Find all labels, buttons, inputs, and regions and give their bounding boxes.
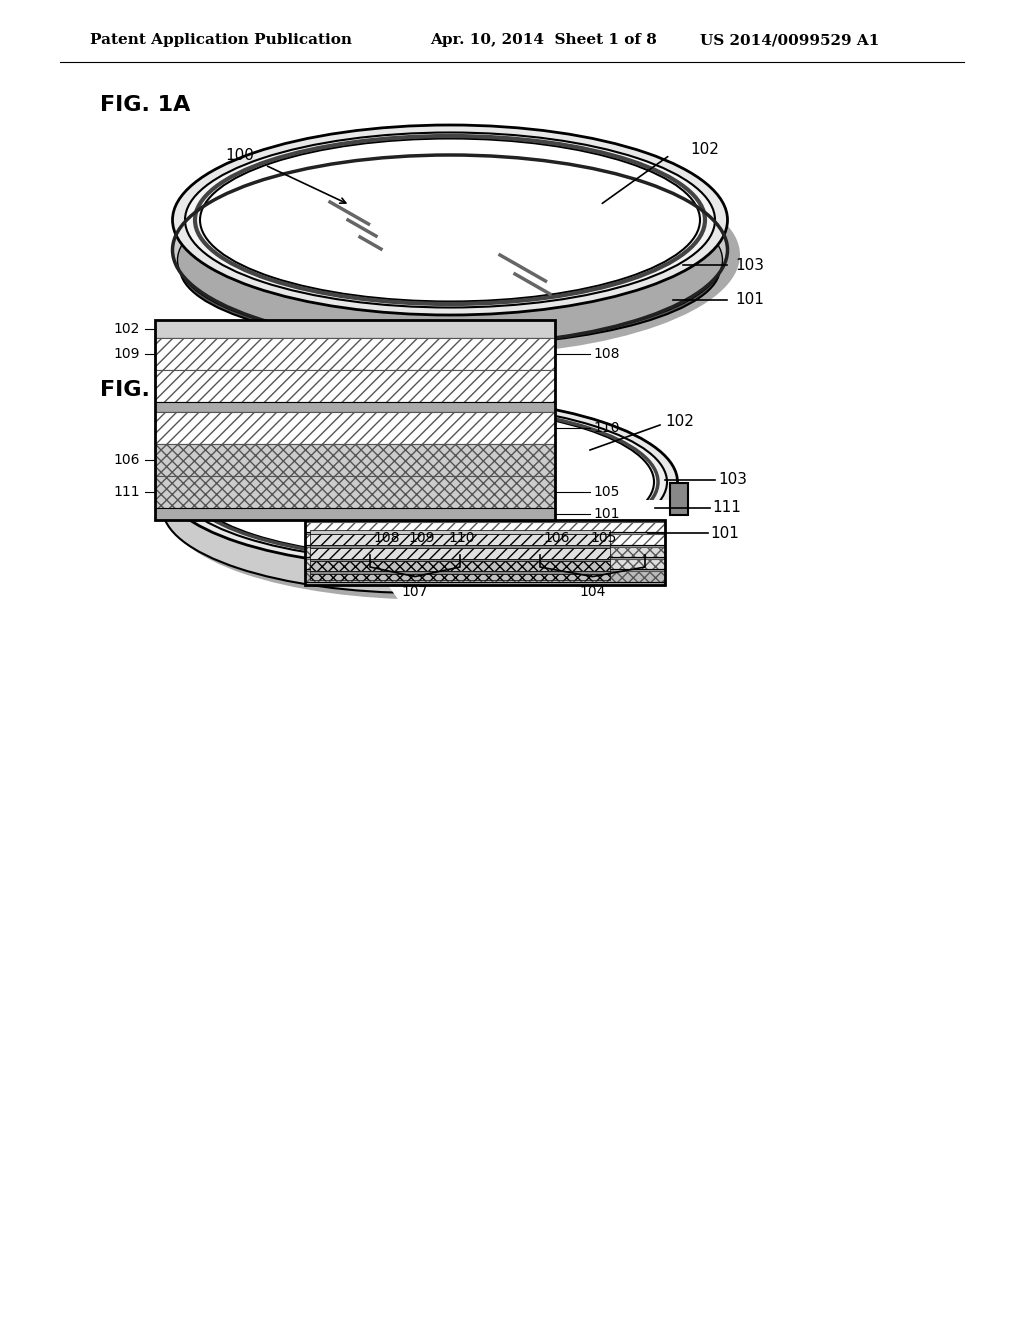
Text: 101: 101 — [710, 525, 739, 540]
Text: 108: 108 — [593, 347, 620, 360]
Text: 102: 102 — [114, 322, 140, 337]
Ellipse shape — [200, 139, 700, 301]
Ellipse shape — [186, 407, 654, 557]
Ellipse shape — [163, 397, 678, 568]
Ellipse shape — [177, 176, 723, 345]
Bar — [305, 558, 665, 569]
Bar — [155, 412, 555, 444]
Text: 101: 101 — [593, 507, 620, 521]
Text: Apr. 10, 2014  Sheet 1 of 8: Apr. 10, 2014 Sheet 1 of 8 — [430, 33, 656, 48]
Bar — [275, 483, 295, 517]
Bar — [310, 531, 610, 535]
Bar — [305, 520, 665, 585]
Bar — [310, 535, 610, 545]
Bar — [310, 572, 610, 573]
Text: FIG. 1A: FIG. 1A — [100, 95, 190, 115]
Text: 100: 100 — [225, 148, 254, 162]
Text: 111: 111 — [712, 500, 741, 516]
Bar — [275, 492, 303, 500]
Ellipse shape — [180, 154, 740, 355]
Text: 110: 110 — [593, 421, 620, 436]
Bar — [310, 545, 610, 548]
Bar — [155, 508, 555, 520]
Bar — [155, 477, 555, 508]
Bar — [305, 520, 665, 521]
Bar — [155, 444, 555, 477]
Text: 109: 109 — [408, 531, 434, 545]
Bar — [155, 319, 555, 338]
Bar — [305, 545, 665, 546]
Ellipse shape — [168, 425, 688, 599]
Text: 105: 105 — [593, 484, 620, 499]
Ellipse shape — [173, 403, 667, 561]
Bar — [305, 569, 665, 572]
Ellipse shape — [180, 190, 720, 346]
Text: 104: 104 — [580, 585, 605, 599]
Text: 107: 107 — [401, 585, 428, 599]
Text: 105: 105 — [590, 531, 616, 545]
Bar — [155, 370, 555, 403]
Bar — [670, 483, 688, 515]
Bar — [310, 548, 610, 558]
Bar — [305, 535, 665, 545]
Ellipse shape — [163, 422, 678, 593]
Bar — [310, 573, 610, 579]
Bar — [155, 319, 555, 520]
Bar — [305, 532, 665, 535]
Text: 111: 111 — [114, 484, 140, 499]
Text: 110: 110 — [449, 531, 474, 545]
Text: US 2014/0099529 A1: US 2014/0099529 A1 — [700, 33, 880, 48]
Text: 102: 102 — [690, 143, 719, 157]
Text: 103: 103 — [735, 257, 764, 272]
Text: 109: 109 — [114, 347, 140, 360]
Text: 101: 101 — [735, 293, 764, 308]
Text: FIG. 1B: FIG. 1B — [100, 380, 190, 400]
Bar — [305, 546, 665, 557]
Bar — [305, 557, 665, 558]
Ellipse shape — [185, 132, 715, 308]
Text: 103: 103 — [718, 473, 746, 487]
Bar — [305, 582, 665, 585]
Text: 106: 106 — [114, 453, 140, 467]
Bar — [155, 338, 555, 370]
Text: 106: 106 — [543, 531, 569, 545]
Text: 102: 102 — [665, 414, 694, 429]
Bar — [155, 403, 555, 412]
Text: Patent Application Publication: Patent Application Publication — [90, 33, 352, 48]
Bar — [305, 572, 665, 582]
Bar — [310, 558, 610, 561]
Bar — [310, 561, 610, 572]
Ellipse shape — [172, 125, 727, 315]
Ellipse shape — [172, 154, 727, 345]
Polygon shape — [370, 500, 710, 630]
Text: 108: 108 — [373, 531, 399, 545]
Bar — [305, 521, 665, 532]
